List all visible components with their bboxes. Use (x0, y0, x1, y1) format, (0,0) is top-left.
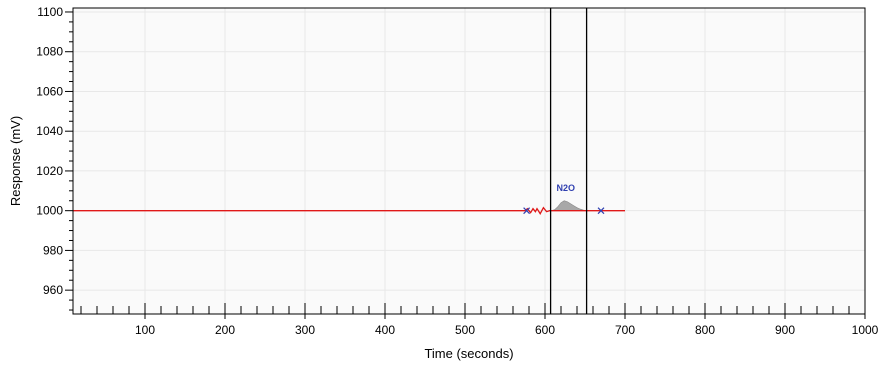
y-tick-label: 1080 (36, 45, 63, 59)
cursor-layer (549, 8, 588, 314)
series-line (73, 206, 625, 215)
y-tick-label: 1040 (36, 124, 63, 138)
x-tick-label: 700 (615, 323, 635, 337)
plot-area (73, 8, 865, 314)
y-tick-label: 1100 (37, 5, 63, 19)
x-tick-label: 400 (375, 323, 395, 337)
y-tick-label: 980 (43, 243, 63, 257)
x-tick-label: 500 (455, 323, 475, 337)
y-axis-title: Response (mV) (8, 116, 23, 206)
marker-stroke (523, 207, 531, 215)
x-tick-label: 800 (695, 323, 715, 337)
x-axis: 100 200 300 400 500 600 700 800 900 1000 (80, 303, 879, 337)
y-tick-label: 1060 (36, 84, 63, 98)
x-tick-label: 200 (215, 323, 235, 337)
baseline-marker (523, 207, 531, 215)
marker-stroke (597, 207, 605, 215)
x-tick-label: 300 (295, 323, 315, 337)
x-tick-label: 600 (535, 323, 555, 337)
peak-label: N2O (557, 183, 576, 193)
baseline-marker (597, 207, 605, 215)
y-tick-label: 960 (43, 283, 63, 297)
x-tick-label: 100 (135, 323, 155, 337)
series-layer (73, 206, 625, 215)
y-axis: 960 980 1000 1020 1040 1060 1080 1100 (36, 5, 73, 311)
x-axis-title: Time (seconds) (424, 346, 513, 361)
markers-layer (523, 207, 605, 215)
y-tick-label: 1000 (36, 204, 63, 218)
x-tick-label: 1000 (852, 323, 879, 337)
y-tick-label: 1020 (36, 164, 63, 178)
x-tick-label: 900 (775, 323, 795, 337)
